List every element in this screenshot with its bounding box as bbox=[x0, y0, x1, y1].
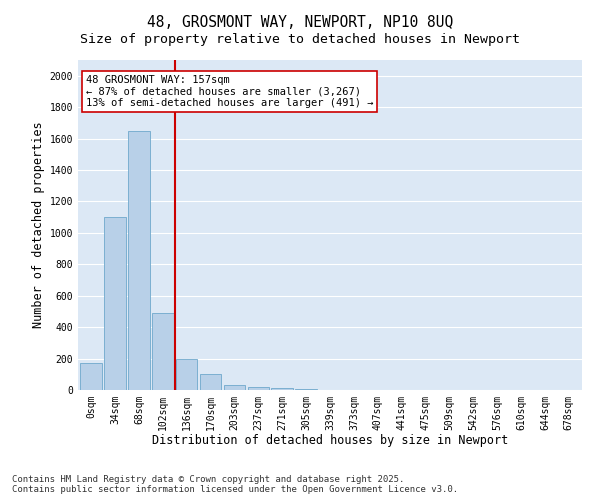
X-axis label: Distribution of detached houses by size in Newport: Distribution of detached houses by size … bbox=[152, 434, 508, 448]
Bar bbox=[295, 389, 317, 390]
Bar bbox=[224, 384, 245, 390]
Bar bbox=[80, 362, 102, 390]
Bar bbox=[152, 313, 173, 390]
Text: 48 GROSMONT WAY: 157sqm
← 87% of detached houses are smaller (3,267)
13% of semi: 48 GROSMONT WAY: 157sqm ← 87% of detache… bbox=[86, 75, 373, 108]
Bar bbox=[176, 358, 197, 390]
Bar bbox=[128, 130, 149, 390]
Text: Contains HM Land Registry data © Crown copyright and database right 2025.
Contai: Contains HM Land Registry data © Crown c… bbox=[12, 474, 458, 494]
Bar bbox=[104, 217, 126, 390]
Text: Size of property relative to detached houses in Newport: Size of property relative to detached ho… bbox=[80, 32, 520, 46]
Y-axis label: Number of detached properties: Number of detached properties bbox=[32, 122, 46, 328]
Bar bbox=[248, 386, 269, 390]
Text: 48, GROSMONT WAY, NEWPORT, NP10 8UQ: 48, GROSMONT WAY, NEWPORT, NP10 8UQ bbox=[147, 15, 453, 30]
Bar bbox=[271, 388, 293, 390]
Bar bbox=[200, 374, 221, 390]
